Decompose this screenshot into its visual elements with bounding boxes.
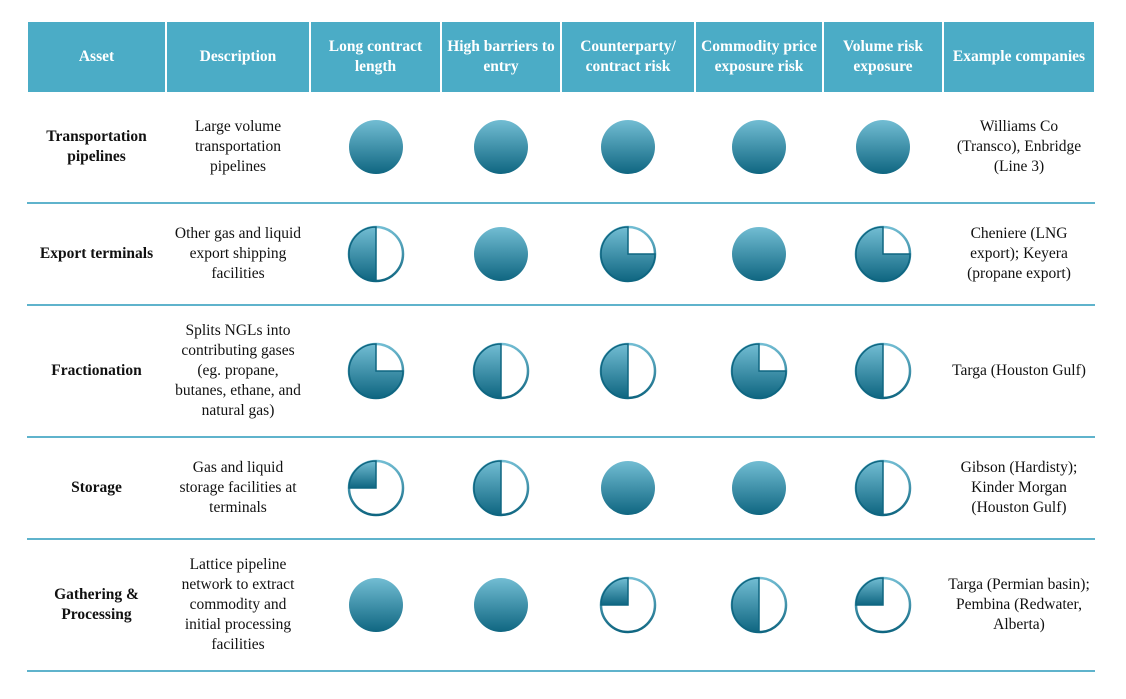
harvey-ball-icon bbox=[732, 120, 786, 174]
harvey-ball-icon bbox=[599, 342, 657, 400]
harvey-ball-icon bbox=[856, 120, 910, 174]
harvey-ball-icon bbox=[472, 459, 530, 517]
harvey-ball-icon bbox=[854, 225, 912, 283]
harvey-ball-icon bbox=[599, 225, 657, 283]
rating-cell bbox=[695, 203, 823, 306]
harvey-ball-icon bbox=[732, 227, 786, 281]
rating-cell bbox=[561, 437, 695, 540]
asset-description: Lattice pipeline network to extract comm… bbox=[166, 539, 310, 672]
asset-name: Export terminals bbox=[27, 203, 166, 306]
harvey-ball-icon bbox=[601, 120, 655, 174]
example-companies: Targa (Houston Gulf) bbox=[943, 305, 1095, 438]
harvey-ball-icon bbox=[474, 578, 528, 632]
rating-cell bbox=[310, 437, 441, 540]
harvey-ball-icon bbox=[348, 120, 403, 174]
rating-cell bbox=[310, 203, 441, 306]
asset-name: Fractionation bbox=[27, 305, 166, 438]
harvey-ball-icon bbox=[601, 461, 655, 515]
asset-description: Splits NGLs into contributing gases (eg.… bbox=[166, 305, 310, 438]
rating-cell bbox=[561, 539, 695, 672]
asset-description: Gas and liquid storage facilities at ter… bbox=[166, 437, 310, 540]
rating-cell bbox=[310, 92, 441, 204]
header-asset: Asset bbox=[26, 22, 167, 92]
example-companies: Cheniere (LNG export); Keyera (propane e… bbox=[943, 203, 1095, 306]
header-volume: Volume risk exposure bbox=[822, 22, 944, 92]
harvey-ball-icon bbox=[854, 459, 912, 517]
harvey-ball-icon bbox=[474, 227, 528, 281]
rating-cell bbox=[823, 437, 943, 540]
asset-name: Storage bbox=[27, 437, 166, 540]
asset-risk-table: Asset Description Long contract length H… bbox=[26, 22, 1096, 672]
rating-cell bbox=[823, 92, 943, 204]
harvey-ball-icon bbox=[347, 342, 404, 400]
rating-cell bbox=[695, 305, 823, 438]
table-row: Gathering & Processing Lattice pipeline n… bbox=[27, 539, 1095, 672]
harvey-ball-icon bbox=[474, 120, 528, 174]
harvey-ball-icon bbox=[732, 461, 786, 515]
rating-cell bbox=[441, 92, 561, 204]
harvey-ball-icon bbox=[854, 576, 912, 634]
table-row: Storage Gas and liquid storage facilities… bbox=[27, 437, 1095, 540]
rating-cell bbox=[561, 203, 695, 306]
harvey-ball-icon bbox=[348, 578, 403, 632]
example-companies: Williams Co (Transco), Enbridge (Line 3) bbox=[943, 92, 1095, 204]
rating-cell bbox=[441, 539, 561, 672]
rating-cell bbox=[823, 539, 943, 672]
rating-cell bbox=[823, 203, 943, 306]
table-row: Export terminals Other gas and liquid exp… bbox=[27, 203, 1095, 306]
asset-name: Gathering & Processing bbox=[27, 539, 166, 672]
asset-description: Other gas and liquid export shipping fac… bbox=[166, 203, 310, 306]
rating-cell bbox=[823, 305, 943, 438]
harvey-ball-icon bbox=[854, 342, 912, 400]
header-examples: Example companies bbox=[942, 22, 1096, 92]
harvey-ball-icon bbox=[730, 576, 788, 634]
header-long-contract: Long contract length bbox=[309, 22, 442, 92]
rating-cell bbox=[441, 305, 561, 438]
rating-cell bbox=[695, 437, 823, 540]
asset-name: Transportation pipelines bbox=[27, 92, 166, 204]
rating-cell bbox=[695, 92, 823, 204]
rating-cell bbox=[310, 305, 441, 438]
header-commodity: Commodity price exposure risk bbox=[694, 22, 824, 92]
rating-cell bbox=[441, 203, 561, 306]
example-companies: Gibson (Hardisty); Kinder Morgan (Housto… bbox=[943, 437, 1095, 540]
harvey-ball-icon bbox=[599, 576, 657, 634]
header-description: Description bbox=[165, 22, 311, 92]
rating-cell bbox=[441, 437, 561, 540]
rating-cell bbox=[695, 539, 823, 672]
harvey-ball-icon bbox=[730, 342, 788, 400]
example-companies: Targa (Permian basin); Pembina (Redwater… bbox=[943, 539, 1095, 672]
asset-description: Large volume transportation pipelines bbox=[166, 92, 310, 204]
rating-cell bbox=[561, 305, 695, 438]
table-row: Transportation pipelines Large volume tra… bbox=[27, 92, 1095, 204]
header-row: Asset Description Long contract length H… bbox=[26, 22, 1096, 92]
harvey-ball-icon bbox=[347, 225, 404, 283]
harvey-ball-icon bbox=[472, 342, 530, 400]
table-row: Fractionation Splits NGLs into contributi… bbox=[27, 305, 1095, 438]
harvey-ball-icon bbox=[347, 459, 404, 517]
rating-cell bbox=[310, 539, 441, 672]
header-barriers: High barriers to entry bbox=[440, 22, 562, 92]
header-counterparty: Counterparty/ contract risk bbox=[560, 22, 696, 92]
rating-cell bbox=[561, 92, 695, 204]
